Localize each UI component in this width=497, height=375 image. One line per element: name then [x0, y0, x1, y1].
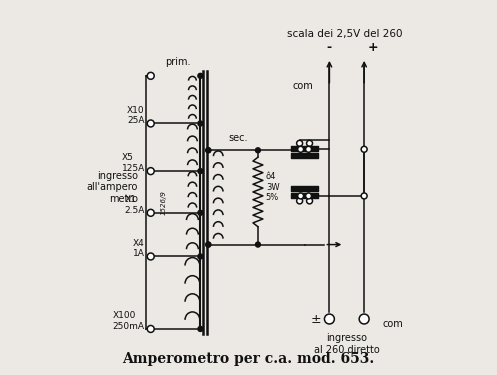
Circle shape: [198, 74, 203, 78]
Text: X4
1A: X4 1A: [133, 239, 145, 258]
Text: Amperometro per c.a. mod. 653.: Amperometro per c.a. mod. 653.: [122, 352, 374, 366]
Circle shape: [306, 146, 312, 152]
Circle shape: [306, 193, 312, 199]
Circle shape: [147, 253, 154, 260]
Circle shape: [147, 168, 154, 175]
Circle shape: [359, 314, 369, 324]
Circle shape: [307, 198, 313, 204]
Circle shape: [147, 72, 154, 79]
Circle shape: [255, 242, 260, 247]
Circle shape: [298, 146, 304, 152]
Text: com: com: [382, 319, 403, 329]
Circle shape: [206, 242, 211, 247]
Text: ±: ±: [311, 312, 322, 326]
Circle shape: [198, 169, 203, 174]
Circle shape: [198, 210, 203, 215]
Circle shape: [198, 327, 203, 332]
Text: prim.: prim.: [165, 57, 190, 67]
Circle shape: [298, 193, 304, 199]
Text: sec.: sec.: [228, 134, 248, 143]
Text: com: com: [293, 81, 314, 91]
Circle shape: [307, 140, 313, 146]
Text: ingresso
al 260 diretto: ingresso al 260 diretto: [314, 333, 380, 354]
Circle shape: [206, 148, 211, 153]
Circle shape: [147, 120, 154, 127]
Circle shape: [206, 242, 211, 247]
Circle shape: [206, 148, 211, 153]
Text: +: +: [368, 41, 379, 54]
Text: -: -: [327, 41, 332, 54]
Circle shape: [198, 121, 203, 126]
Text: X100
250mA: X100 250mA: [113, 311, 145, 331]
Text: ingresso
all'ampero
metro: ingresso all'ampero metro: [86, 171, 138, 204]
Circle shape: [255, 148, 260, 153]
Text: X5
125A: X5 125A: [122, 153, 145, 173]
Circle shape: [361, 146, 367, 152]
Text: X1
2.5A: X1 2.5A: [124, 195, 145, 214]
Text: ô4
3W
5%: ô4 3W 5%: [266, 172, 279, 202]
Text: scala dei 2,5V del 260: scala dei 2,5V del 260: [287, 29, 402, 39]
Text: 1526/9: 1526/9: [161, 190, 166, 215]
Text: X10
25A: X10 25A: [127, 106, 145, 125]
Circle shape: [198, 254, 203, 259]
Circle shape: [297, 198, 303, 204]
Circle shape: [325, 314, 334, 324]
Circle shape: [361, 193, 367, 199]
Circle shape: [297, 140, 303, 146]
Circle shape: [147, 209, 154, 216]
Circle shape: [147, 326, 154, 332]
